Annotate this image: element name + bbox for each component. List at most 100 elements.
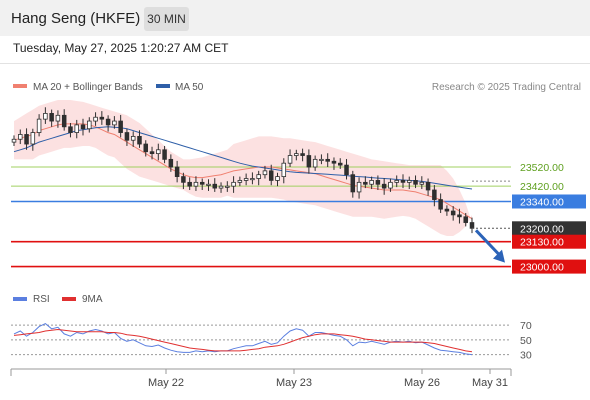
candle-body [325, 158, 330, 162]
header-divider [0, 63, 590, 64]
candle-body [124, 132, 130, 141]
candle-body [18, 134, 23, 140]
candle-body [55, 114, 61, 122]
level-label-23200.00: 23200.00 [520, 223, 564, 235]
ma20-legend-label: MA 20 + Bollinger Bands [33, 82, 143, 93]
level-label-23000.00: 23000.00 [520, 262, 564, 274]
candle-body [469, 222, 475, 229]
candle-body [199, 181, 205, 185]
level-label-23130.00: 23130.00 [520, 237, 564, 249]
rsi-legend: RSI 9MA [13, 294, 103, 305]
copyright-credit: Research © 2025 Trading Central [432, 82, 581, 93]
candle-body [275, 176, 280, 181]
candle-body [87, 120, 92, 130]
candle-body [400, 180, 406, 183]
candle-body [181, 176, 186, 183]
candle-body [256, 174, 261, 179]
candle-body [306, 155, 312, 168]
candle-body [438, 199, 443, 210]
candle-body [319, 158, 324, 161]
x-tick-label: May 31 [472, 377, 508, 389]
candle-body [450, 210, 456, 216]
candle-body [149, 151, 155, 155]
candle-body [93, 116, 98, 122]
candle-body [363, 181, 368, 185]
rsi-line [13, 323, 473, 356]
level-label-23340.00: 23340.00 [520, 196, 564, 208]
timeframe-button[interactable]: 30 MIN [144, 7, 189, 31]
level-tag-23340.00 [512, 194, 586, 209]
candle-body [43, 113, 48, 120]
candle-body [394, 180, 399, 183]
ma50-legend-label: MA 50 [175, 82, 204, 93]
candle-body [112, 120, 117, 126]
candle-body [156, 149, 161, 155]
candle-body [212, 183, 218, 189]
candle-body [30, 132, 36, 145]
candle-body [344, 164, 349, 176]
instrument-title: Hang Seng (HKFE) [11, 10, 141, 27]
candle-body [11, 138, 17, 143]
candle-body [231, 181, 236, 187]
candles [11, 107, 475, 234]
ma20-legend-swatch [13, 84, 27, 88]
rsi-lines [13, 323, 473, 356]
level-labels: 23520.00 23420.00 23340.00 23200.00 23130.00… [512, 162, 586, 274]
candle-body [206, 183, 211, 186]
candle-body [407, 180, 412, 183]
rsi-tick-70: 70 [520, 320, 532, 332]
candle-body [74, 124, 79, 133]
rsi-legend-label: RSI [33, 294, 50, 305]
candle-body [432, 189, 437, 200]
candle-body [331, 160, 337, 164]
candle-body [294, 153, 299, 156]
x-ticks: May 22 May 23 May 26 May 31 [148, 369, 508, 389]
candle-body [61, 114, 67, 128]
candle-body [356, 181, 362, 193]
candle-body [49, 113, 54, 122]
candle-body [300, 153, 305, 156]
x-tick-label: May 26 [404, 377, 440, 389]
x-tick-label: May 22 [148, 377, 184, 389]
candle-body [350, 174, 356, 193]
candle-body [187, 181, 192, 187]
rsi-grid: 70 50 30 [11, 320, 532, 362]
candle-body [287, 155, 293, 164]
candle-body [137, 135, 142, 145]
candle-body [105, 118, 111, 126]
level-tag-23200.00 [512, 221, 586, 236]
candle-body [444, 208, 450, 212]
candle-body [218, 185, 224, 189]
x-tick-label: May 23 [276, 377, 312, 389]
forecast-arrow-shaft [474, 229, 503, 258]
level-tag-23000.00 [512, 259, 586, 274]
candle-body [337, 162, 343, 166]
candle-body [413, 180, 418, 185]
candle-body [250, 178, 255, 181]
candle-body [457, 214, 462, 218]
candle-body [237, 180, 243, 183]
candle-body [312, 158, 318, 168]
level-tag-23130.00 [512, 234, 586, 249]
candle-body [388, 181, 393, 189]
candle-body [419, 181, 425, 185]
candle-body [168, 158, 174, 168]
candle-body [243, 178, 249, 181]
candle-body [369, 180, 374, 185]
candle-body [268, 170, 274, 181]
candle-body [24, 134, 29, 145]
candle-body [225, 185, 230, 188]
candle-body [99, 116, 105, 120]
rsi-ma-legend-swatch [62, 297, 76, 301]
level-label-23520.00: 23520.00 [520, 162, 564, 174]
rsi-tick-50: 50 [520, 335, 532, 347]
candle-body [262, 170, 268, 176]
rsi-legend-swatch [13, 297, 27, 301]
ma50-legend-swatch [156, 84, 170, 88]
candle-body [193, 181, 199, 187]
candle-body [162, 149, 167, 160]
title-bar [0, 0, 590, 36]
rsi-ma-legend-label: 9MA [82, 294, 103, 305]
candle-body [130, 135, 136, 141]
